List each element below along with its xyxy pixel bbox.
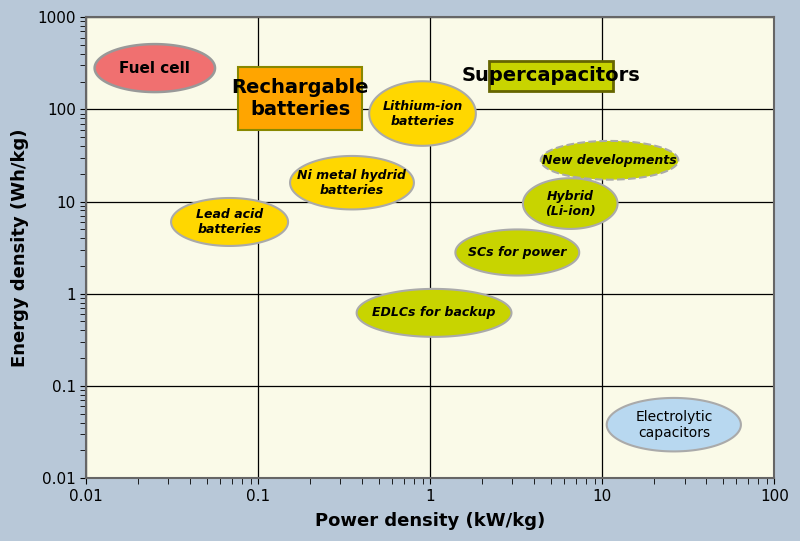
Text: New developments: New developments [542, 154, 677, 167]
Polygon shape [357, 289, 511, 337]
Polygon shape [171, 198, 288, 246]
X-axis label: Power density (kW/kg): Power density (kW/kg) [315, 512, 546, 530]
Text: Ni metal hydrid
batteries: Ni metal hydrid batteries [298, 169, 406, 197]
Bar [489, 61, 613, 91]
Polygon shape [523, 178, 618, 229]
Text: Fuel cell: Fuel cell [119, 61, 190, 76]
Text: EDLCs for backup: EDLCs for backup [372, 306, 496, 319]
Bar [238, 68, 362, 130]
Text: SCs for power: SCs for power [468, 246, 566, 259]
Text: Electrolytic
capacitors: Electrolytic capacitors [635, 410, 713, 440]
Text: Lead acid
batteries: Lead acid batteries [196, 208, 263, 236]
Y-axis label: Energy density (Wh/kg): Energy density (Wh/kg) [11, 128, 29, 367]
Text: Supercapacitors: Supercapacitors [462, 67, 640, 85]
Polygon shape [290, 156, 414, 209]
Polygon shape [541, 141, 678, 180]
Polygon shape [606, 398, 741, 451]
Text: Hybrid
(Li-ion): Hybrid (Li-ion) [545, 189, 596, 217]
Text: Rechargable
batteries: Rechargable batteries [231, 78, 369, 120]
Polygon shape [455, 229, 579, 275]
Text: Lithium-ion
batteries: Lithium-ion batteries [382, 100, 462, 128]
Polygon shape [94, 44, 215, 92]
Polygon shape [370, 81, 476, 146]
